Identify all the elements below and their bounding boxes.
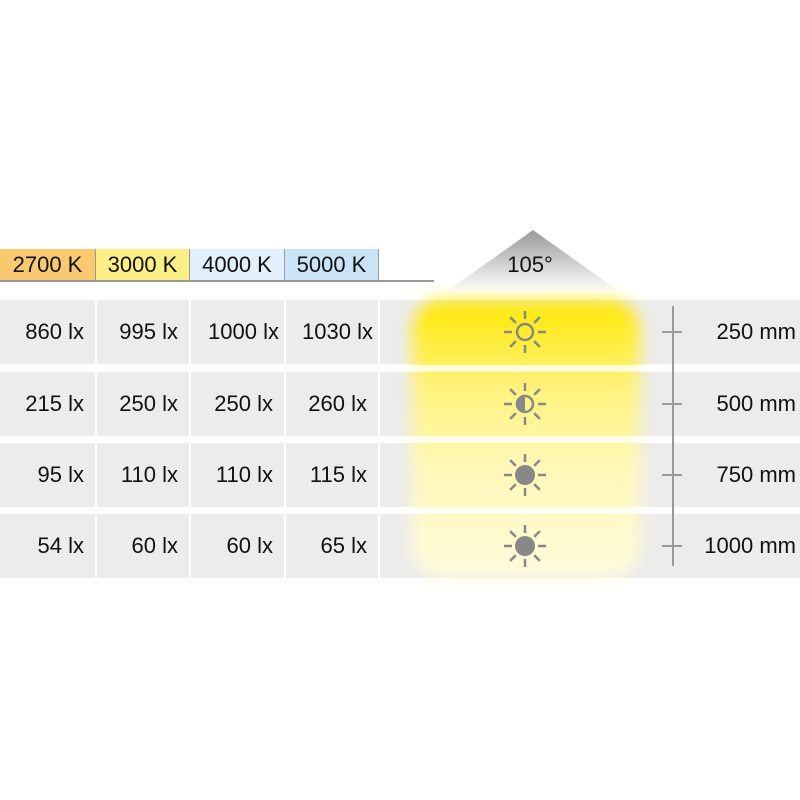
lux-4000: 60 lx (226, 533, 273, 558)
column-separator (95, 514, 97, 578)
color-temp-5000: 5000 K (285, 249, 379, 281)
column-separator (189, 514, 191, 578)
column-separator (378, 372, 380, 436)
column-separator (284, 514, 286, 578)
table-row: 860 lx 995 lx 1000 lx 1030 lx 250 mm (0, 300, 800, 364)
lux-4000: 110 lx (215, 462, 273, 487)
column-separator (189, 300, 191, 364)
column-separator (95, 443, 97, 507)
column-separator (189, 372, 191, 436)
column-separator (378, 300, 380, 364)
lux-5000: 1030 lx (302, 319, 373, 344)
beam-cone-icon (446, 230, 620, 292)
lux-2700: 95 lx (37, 462, 84, 487)
lux-3000: 250 lx (119, 391, 178, 416)
lux-3000: 60 lx (131, 533, 178, 558)
lux-5000: 260 lx (308, 391, 367, 416)
sun-ray (533, 483, 541, 491)
sun-ray (533, 340, 541, 348)
sun-ray (533, 530, 541, 538)
color-temp-4000: 4000 K (190, 249, 285, 281)
scale-tick (662, 545, 682, 547)
sun-filled-icon (504, 454, 546, 496)
sun-ray (509, 412, 517, 420)
row-divider (0, 436, 800, 443)
lux-5000: 65 lx (320, 533, 367, 558)
scale-tick (662, 474, 682, 476)
column-separator (284, 372, 286, 436)
sun-ray (509, 530, 517, 538)
lux-2700: 54 lx (37, 533, 84, 558)
column-separator (378, 443, 380, 507)
distance-label: 250 mm (716, 319, 796, 344)
distance-label: 750 mm (716, 462, 796, 487)
sun-half-icon (504, 383, 546, 425)
color-temp-3000: 3000 K (96, 249, 190, 281)
beam-angle-label: 105° (507, 252, 553, 277)
column-separator (95, 300, 97, 364)
sun-filled-icon (504, 525, 546, 567)
scale-tick (662, 331, 682, 333)
lux-4000: 250 lx (214, 391, 273, 416)
column-separator (284, 300, 286, 364)
distance-label: 500 mm (716, 391, 796, 416)
column-separator (189, 443, 191, 507)
sun-outline-icon (504, 311, 546, 353)
sun-ray (509, 388, 517, 396)
lux-5000: 115 lx (309, 462, 367, 487)
sun-ray (533, 412, 541, 420)
sun-ray (533, 388, 541, 396)
sun-ray (533, 459, 541, 467)
sun-ray (509, 340, 517, 348)
lux-3000: 110 lx (120, 462, 178, 487)
row-divider (0, 507, 800, 514)
distance-scale-line (672, 306, 674, 566)
column-separator (378, 514, 380, 578)
lux-2700: 215 lx (25, 391, 84, 416)
sun-ray (509, 459, 517, 467)
sun-ray (533, 554, 541, 562)
column-separator (95, 372, 97, 436)
distance-label: 1000 mm (704, 533, 796, 558)
sun-ray (509, 316, 517, 324)
sun-ray (509, 483, 517, 491)
header-underline (0, 280, 434, 282)
sun-ray (509, 554, 517, 562)
lux-2700: 860 lx (25, 319, 84, 344)
row-divider (0, 365, 800, 372)
sun-ray (533, 316, 541, 324)
color-temp-2700: 2700 K (0, 249, 96, 281)
lux-4000: 1000 lx (208, 319, 279, 344)
column-separator (284, 443, 286, 507)
lux-3000: 995 lx (119, 319, 178, 344)
scale-tick (662, 403, 682, 405)
